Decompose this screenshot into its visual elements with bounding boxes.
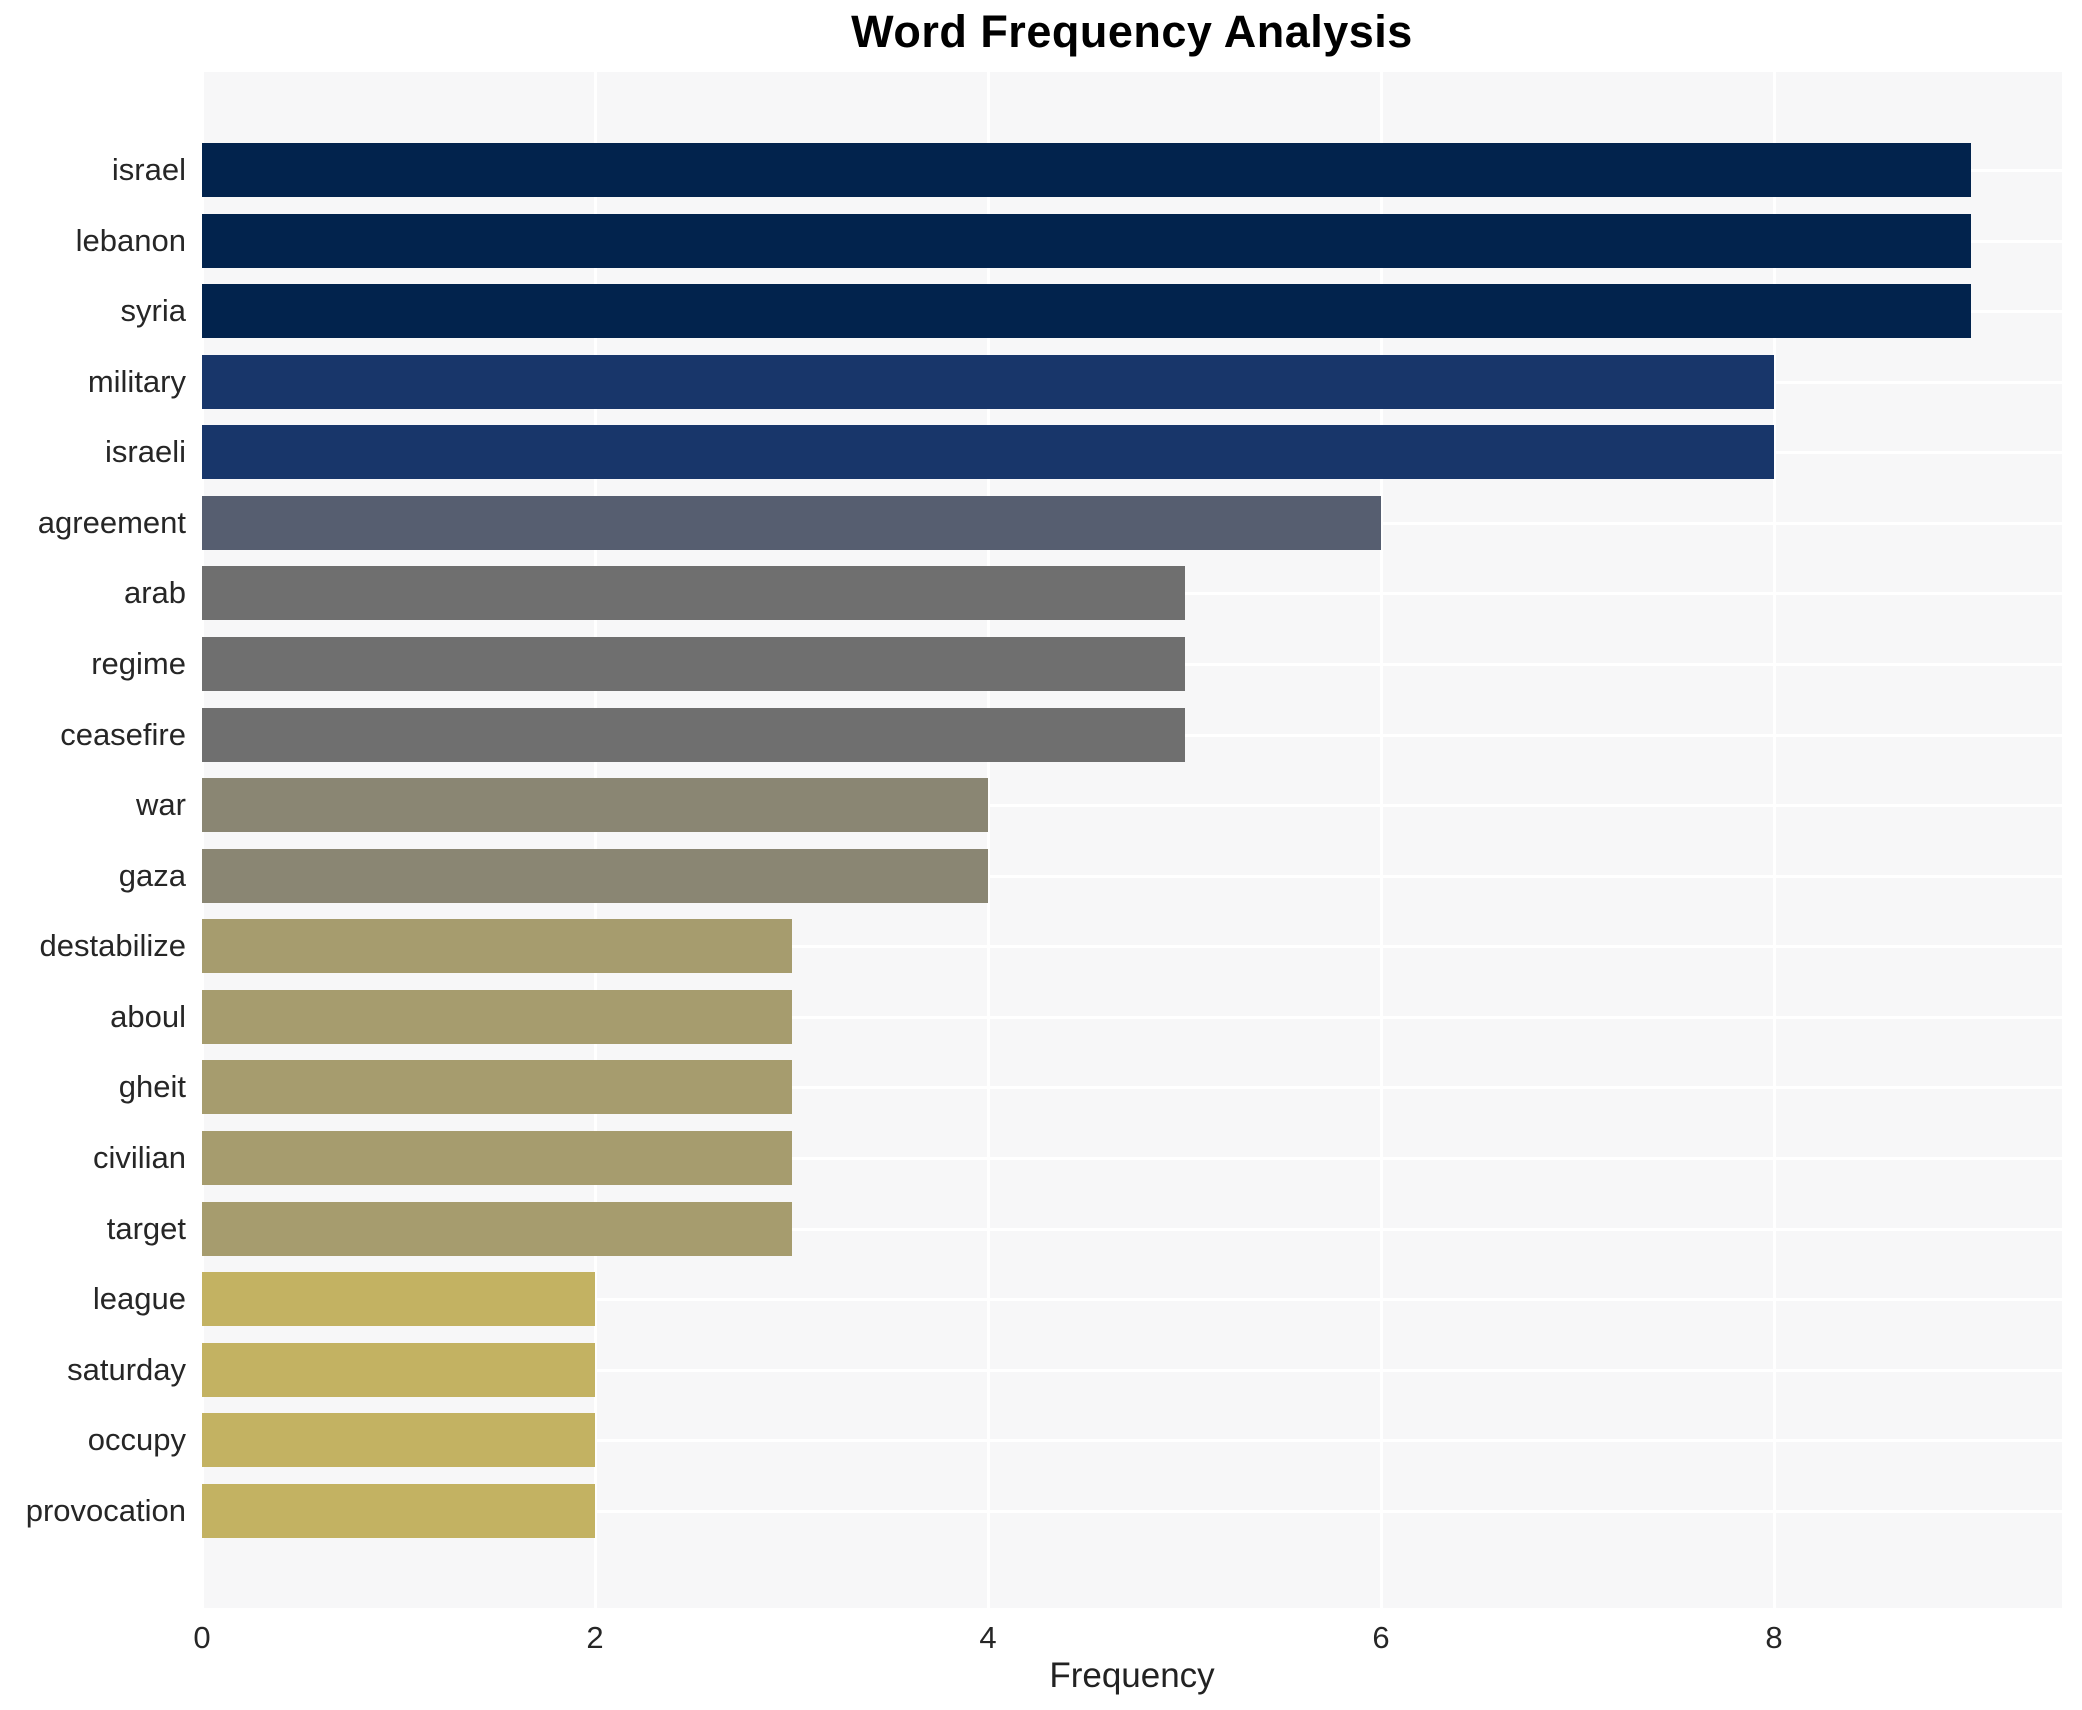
y-axis-label-israeli: israeli bbox=[105, 434, 186, 470]
bar-league bbox=[202, 1272, 595, 1327]
y-axis-label-ceasefire: ceasefire bbox=[60, 716, 186, 752]
bar-military bbox=[202, 354, 1774, 409]
y-axis-label-lebanon: lebanon bbox=[75, 222, 186, 258]
y-axis-label-war: war bbox=[136, 787, 186, 823]
x-axis-label: Frequency bbox=[1049, 1656, 1215, 1695]
y-axis-label-regime: regime bbox=[91, 645, 186, 681]
y-axis-label-military: military bbox=[87, 363, 186, 399]
x-tick-label-8: 8 bbox=[1765, 1620, 1783, 1655]
y-axis-label-provocation: provocation bbox=[25, 1492, 186, 1528]
y-axis-label-gheit: gheit bbox=[118, 1069, 186, 1105]
y-axis-label-saturday: saturday bbox=[67, 1351, 186, 1387]
y-gridline-occupy bbox=[202, 1439, 2062, 1443]
y-axis-label-aboul: aboul bbox=[110, 998, 186, 1034]
bar-israel bbox=[202, 143, 1971, 197]
y-gridline-aboul bbox=[202, 1015, 2062, 1019]
x-tick-label-6: 6 bbox=[1372, 1620, 1390, 1655]
bar-syria bbox=[202, 284, 1971, 339]
y-axis-label-agreement: agreement bbox=[37, 504, 186, 540]
x-tick-label-2: 2 bbox=[586, 1620, 604, 1655]
bar-agreement bbox=[202, 495, 1381, 550]
bar-provocation bbox=[202, 1483, 595, 1538]
bar-gaza bbox=[202, 848, 988, 903]
bar-occupy bbox=[202, 1413, 595, 1468]
y-gridline-civilian bbox=[202, 1156, 2062, 1160]
bar-target bbox=[202, 1201, 792, 1256]
y-gridline-saturday bbox=[202, 1368, 2062, 1372]
y-axis-label-israel: israel bbox=[111, 152, 186, 187]
y-gridline-provocation bbox=[202, 1509, 2062, 1513]
y-axis-label-target: target bbox=[106, 1210, 186, 1246]
chart-title: Word Frequency Analysis bbox=[851, 6, 1413, 57]
bar-arab bbox=[202, 566, 1185, 621]
y-axis-label-civilian: civilian bbox=[92, 1139, 186, 1175]
bar-israeli bbox=[202, 425, 1774, 480]
x-gridline-4 bbox=[987, 72, 990, 1608]
bar-lebanon bbox=[202, 213, 1971, 268]
x-tick-label-4: 4 bbox=[979, 1620, 997, 1655]
plot-area bbox=[201, 72, 2062, 1608]
bar-destabilize bbox=[202, 919, 792, 974]
y-axis-label-occupy: occupy bbox=[87, 1422, 186, 1458]
y-gridline-league bbox=[202, 1298, 2062, 1302]
bar-aboul bbox=[202, 989, 792, 1044]
x-tick-label-0: 0 bbox=[193, 1620, 211, 1655]
bar-gheit bbox=[202, 1060, 792, 1115]
y-axis-label-syria: syria bbox=[120, 293, 186, 329]
y-axis-label-destabilize: destabilize bbox=[39, 928, 186, 964]
x-gridline-6 bbox=[1380, 72, 1383, 1608]
bar-saturday bbox=[202, 1342, 595, 1397]
x-gridline-2 bbox=[594, 72, 597, 1608]
y-gridline-destabilize bbox=[202, 945, 2062, 949]
bar-regime bbox=[202, 636, 1185, 691]
y-gridline-target bbox=[202, 1227, 2062, 1231]
y-axis-label-arab: arab bbox=[123, 575, 186, 611]
y-gridline-gheit bbox=[202, 1086, 2062, 1090]
y-gridline-gaza bbox=[202, 874, 2062, 878]
y-axis-label-league: league bbox=[92, 1281, 186, 1317]
bar-ceasefire bbox=[202, 707, 1185, 762]
x-gridline-8 bbox=[1773, 72, 1776, 1608]
y-gridline-war bbox=[202, 804, 2062, 808]
y-axis-label-gaza: gaza bbox=[118, 857, 186, 893]
bar-war bbox=[202, 778, 988, 833]
bar-civilian bbox=[202, 1130, 792, 1185]
x-gridline-0 bbox=[201, 72, 204, 1608]
